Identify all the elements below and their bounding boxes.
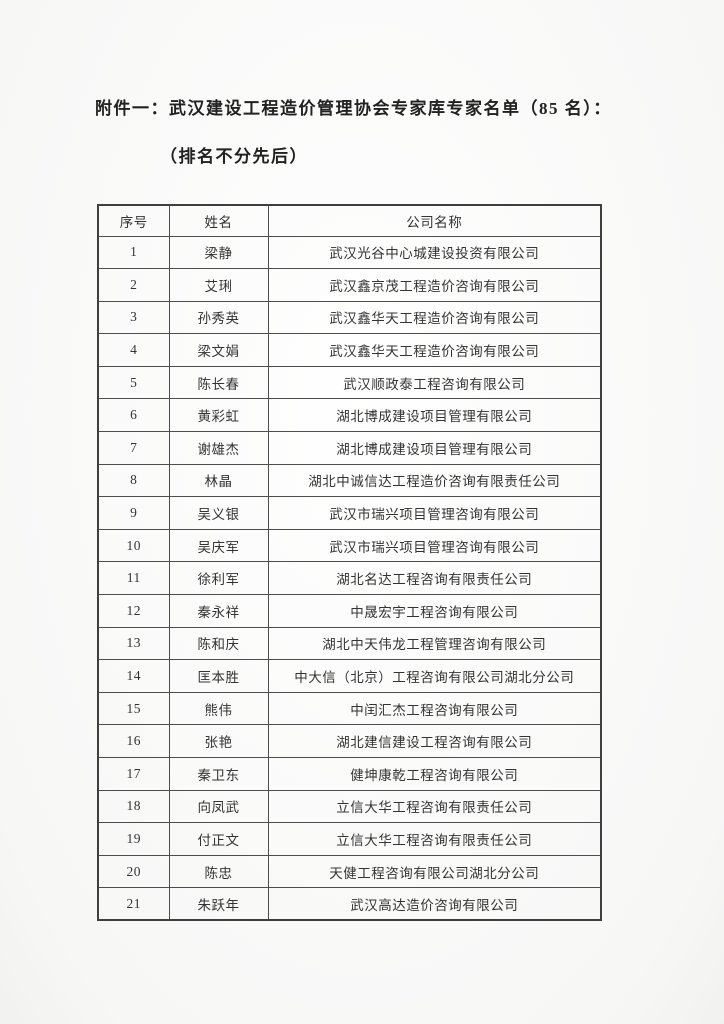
table-row: 20 陈忠 天健工程咨询有限公司湖北分公司: [97, 854, 602, 889]
table-row: 3 孙秀英 武汉鑫华天工程造价咨询有限公司: [97, 300, 602, 335]
company-name: 中大信（北京）工程咨询有限公司湖北分公司: [267, 659, 602, 693]
table-row: 9 吴义银 武汉市瑞兴项目管理咨询有限公司: [97, 496, 602, 530]
table-row: 2 艾琍 武汉鑫京茂工程造价咨询有限公司: [97, 268, 602, 302]
row-number: 2: [97, 268, 170, 302]
company-name: 湖北中诚信达工程造价咨询有限责任公司: [267, 463, 602, 498]
row-number: 11: [97, 561, 170, 596]
company-name: 立信大华工程咨询有限责任公司: [267, 822, 602, 856]
row-number: 9: [97, 496, 170, 530]
company-name: 湖北博成建设项目管理有限公司: [267, 431, 602, 465]
expert-name: 谢雄杰: [168, 431, 269, 465]
company-name: 武汉光谷中心城建设投资有限公司: [267, 235, 602, 270]
expert-name: 黄彩虹: [168, 398, 269, 433]
header-number: 序号: [97, 204, 170, 237]
expert-name: 秦永祥: [168, 594, 269, 628]
expert-name: 秦卫东: [168, 757, 269, 791]
company-name: 武汉鑫华天工程造价咨询有限公司: [267, 333, 602, 367]
expert-name: 梁静: [168, 235, 269, 270]
row-number: 1: [97, 235, 170, 270]
company-name: 武汉鑫华天工程造价咨询有限公司: [267, 300, 602, 335]
row-number: 8: [97, 463, 170, 498]
table-row: 10 吴庆军 武汉市瑞兴项目管理咨询有限公司: [97, 528, 602, 563]
table-row: 13 陈和庆 湖北中天伟龙工程管理咨询有限公司: [97, 626, 602, 661]
expert-name: 向凤武: [168, 789, 269, 824]
table-header-row: 序号 姓名 公司名称: [97, 204, 602, 237]
expert-name: 陈长春: [168, 365, 269, 400]
document-title: 附件一：武汉建设工程造价管理协会专家库专家名单（85 名）：: [95, 99, 612, 118]
table-row: 16 张艳 湖北建信建设工程咨询有限公司: [97, 724, 602, 758]
company-name: 湖北名达工程咨询有限责任公司: [267, 561, 602, 596]
table-row: 4 梁文娟 武汉鑫华天工程造价咨询有限公司: [97, 333, 602, 367]
row-number: 20: [97, 854, 170, 889]
row-number: 10: [97, 528, 170, 563]
expert-name: 吴庆军: [168, 528, 269, 563]
expert-name: 匡本胜: [168, 659, 269, 693]
row-number: 5: [97, 365, 170, 400]
row-number: 19: [97, 822, 170, 856]
table-row: 8 林晶 湖北中诚信达工程造价咨询有限责任公司: [97, 463, 602, 498]
company-name: 立信大华工程咨询有限责任公司: [267, 789, 602, 824]
row-number: 3: [97, 300, 170, 335]
row-number: 14: [97, 659, 170, 693]
company-name: 健坤康乾工程咨询有限公司: [267, 757, 602, 791]
company-name: 中晟宏宇工程咨询有限公司: [267, 594, 602, 628]
table-row: 14 匡本胜 中大信（北京）工程咨询有限公司湖北分公司: [97, 659, 602, 693]
row-number: 4: [97, 333, 170, 367]
row-number: 17: [97, 757, 170, 791]
company-name: 湖北中天伟龙工程管理咨询有限公司: [267, 626, 602, 661]
row-number: 13: [97, 626, 170, 661]
expert-name: 林晶: [168, 463, 269, 498]
document-subtitle: （排名不分先后）: [160, 147, 308, 166]
company-name: 武汉高达造价咨询有限公司: [267, 887, 602, 921]
table-row: 15 熊伟 中闰汇杰工程咨询有限公司: [97, 691, 602, 726]
row-number: 21: [97, 887, 170, 921]
header-company: 公司名称: [267, 204, 602, 237]
company-name: 湖北建信建设工程咨询有限公司: [267, 724, 602, 758]
company-name: 武汉顺政泰工程咨询有限公司: [267, 365, 602, 400]
expert-name: 徐利军: [168, 561, 269, 596]
expert-name: 朱跃年: [168, 887, 269, 921]
table-row: 1 梁静 武汉光谷中心城建设投资有限公司: [97, 235, 602, 270]
row-number: 15: [97, 691, 170, 726]
expert-name: 孙秀英: [168, 300, 269, 335]
table-row: 17 秦卫东 健坤康乾工程咨询有限公司: [97, 757, 602, 791]
company-name: 天健工程咨询有限公司湖北分公司: [267, 854, 602, 889]
company-name: 武汉市瑞兴项目管理咨询有限公司: [267, 528, 602, 563]
expert-name: 张艳: [168, 724, 269, 758]
table-row: 5 陈长春 武汉顺政泰工程咨询有限公司: [97, 365, 602, 400]
table-row: 19 付正文 立信大华工程咨询有限责任公司: [97, 822, 602, 856]
row-number: 7: [97, 431, 170, 465]
table-row: 6 黄彩虹 湖北博成建设项目管理有限公司: [97, 398, 602, 433]
row-number: 18: [97, 789, 170, 824]
row-number: 12: [97, 594, 170, 628]
expert-name: 陈忠: [168, 854, 269, 889]
company-name: 湖北博成建设项目管理有限公司: [267, 398, 602, 433]
table-row: 12 秦永祥 中晟宏宇工程咨询有限公司: [97, 594, 602, 628]
expert-name: 梁文娟: [168, 333, 269, 367]
expert-name: 吴义银: [168, 496, 269, 530]
expert-name: 熊伟: [168, 691, 269, 726]
table-row: 7 谢雄杰 湖北博成建设项目管理有限公司: [97, 431, 602, 465]
company-name: 中闰汇杰工程咨询有限公司: [267, 691, 602, 726]
expert-name: 陈和庆: [168, 626, 269, 661]
expert-name: 艾琍: [168, 268, 269, 302]
table-row: 18 向凤武 立信大华工程咨询有限责任公司: [97, 789, 602, 824]
company-name: 武汉市瑞兴项目管理咨询有限公司: [267, 496, 602, 530]
expert-name: 付正文: [168, 822, 269, 856]
row-number: 16: [97, 724, 170, 758]
company-name: 武汉鑫京茂工程造价咨询有限公司: [267, 268, 602, 302]
table-row: 21 朱跃年 武汉高达造价咨询有限公司: [97, 887, 602, 921]
header-name: 姓名: [168, 204, 269, 237]
table-row: 11 徐利军 湖北名达工程咨询有限责任公司: [97, 561, 602, 596]
row-number: 6: [97, 398, 170, 433]
expert-list-table: 序号 姓名 公司名称 1 梁静 武汉光谷中心城建设投资有限公司 2 艾琍 武汉鑫…: [97, 204, 602, 922]
